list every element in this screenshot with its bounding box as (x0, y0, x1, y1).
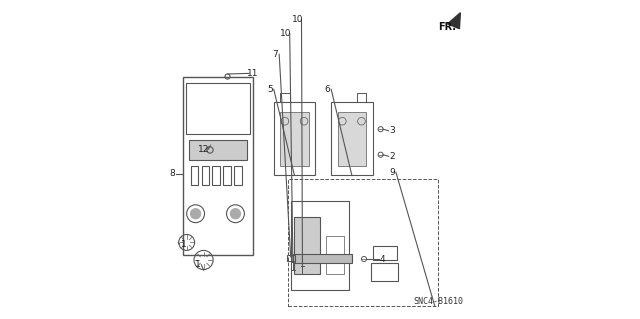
Bar (234, 166, 242, 185)
Bar (287, 255, 295, 261)
Text: 12: 12 (198, 145, 209, 154)
Text: 9: 9 (389, 168, 395, 177)
Circle shape (230, 209, 241, 219)
Bar (371, 263, 398, 281)
Bar (291, 201, 349, 290)
Text: 3: 3 (390, 126, 396, 135)
Text: 11: 11 (247, 69, 259, 78)
Bar (191, 166, 198, 185)
Text: 10: 10 (280, 29, 292, 38)
Text: 7: 7 (273, 50, 278, 59)
Polygon shape (447, 13, 460, 29)
Bar (202, 166, 209, 185)
Bar (288, 179, 438, 306)
Bar (331, 102, 372, 175)
Text: 5: 5 (267, 85, 273, 94)
Bar (337, 112, 366, 166)
Bar (183, 77, 253, 255)
Bar (294, 217, 320, 274)
Bar (280, 112, 309, 166)
Text: 2: 2 (390, 152, 396, 161)
Bar (212, 166, 220, 185)
Bar (326, 236, 344, 274)
Bar (189, 140, 246, 160)
Bar (372, 246, 397, 260)
Bar (293, 254, 352, 263)
Text: 6: 6 (324, 85, 330, 94)
Bar (274, 102, 316, 175)
Text: 8: 8 (169, 169, 175, 178)
Text: 4: 4 (380, 255, 386, 263)
Text: 10: 10 (292, 15, 303, 24)
Circle shape (191, 209, 201, 219)
Bar (186, 83, 250, 134)
Text: SNC4-B1610: SNC4-B1610 (413, 297, 463, 306)
Text: 1: 1 (180, 240, 186, 249)
Text: FR.: FR. (438, 22, 456, 32)
Bar (223, 166, 231, 185)
Text: 1: 1 (195, 260, 200, 269)
